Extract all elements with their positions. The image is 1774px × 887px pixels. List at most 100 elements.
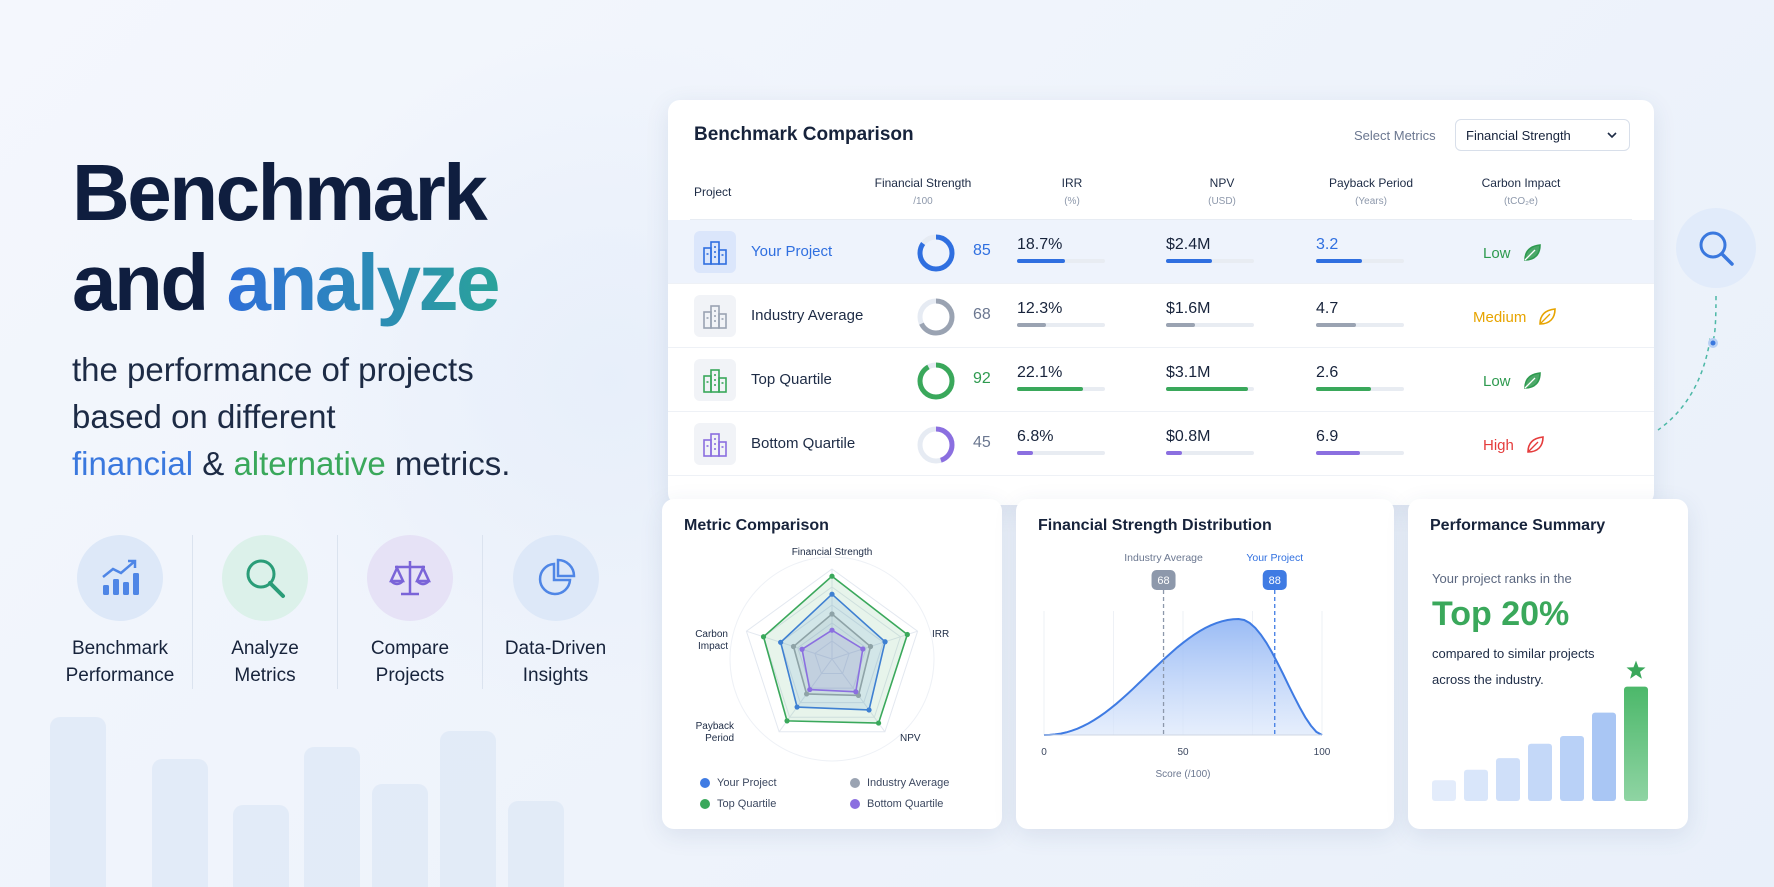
- distribution-curve: [1043, 617, 1323, 736]
- npv-cell: $2.4M: [1166, 236, 1256, 263]
- radar-axis: [746, 630, 833, 660]
- feature-list: Benchmark Performance Analyze Metrics Comp…: [48, 535, 628, 689]
- summary-bar: [1592, 712, 1616, 801]
- x-tick-label: 50: [1177, 747, 1189, 758]
- table-row[interactable]: Top Quartile 92 22.1% $3.1M 2.6 Low: [668, 348, 1654, 412]
- radar-point: [882, 639, 888, 645]
- summary-detail: compared to similar projects across the i…: [1432, 646, 1595, 687]
- score-donut: [917, 234, 955, 272]
- x-tick-label: 0: [1041, 747, 1047, 758]
- npv-cell: $3.1M: [1166, 364, 1256, 391]
- table-row[interactable]: Bottom Quartile 45 6.8% $0.8M 6.9 High: [668, 412, 1654, 476]
- score-value: 45: [973, 434, 991, 451]
- legend-item: Industry Average: [850, 777, 949, 789]
- hero: Benchmark and analyze the performance of…: [72, 148, 632, 487]
- feature-insights: Data-Driven Insights: [483, 535, 628, 689]
- payback-cell: 4.7: [1316, 300, 1406, 327]
- radar-series: [779, 593, 886, 711]
- radar-grid-ring: [762, 586, 902, 718]
- carbon-cell: Low: [1483, 242, 1543, 264]
- npv-bar: [1166, 259, 1212, 263]
- radar-point: [807, 686, 813, 693]
- select-metrics-label: Select Metrics: [1354, 128, 1436, 143]
- summary-bar: [1464, 769, 1488, 801]
- summary-bar-chart: [1432, 660, 1648, 801]
- card-title: Financial Strength Distribution: [1038, 517, 1272, 534]
- npv-bar: [1166, 323, 1196, 327]
- hero-title-accent: analyze: [226, 238, 500, 327]
- radar-point: [829, 627, 835, 633]
- hero-title-line2: and analyze: [72, 238, 501, 327]
- radar-axis-label: Financial Strength: [792, 547, 873, 558]
- summary-bar: [1432, 780, 1456, 801]
- radar-point: [784, 718, 790, 724]
- summary-bar: [1528, 743, 1552, 801]
- your-project-marker-label: Your Project: [1246, 552, 1303, 564]
- table-row[interactable]: Industry Average 68 12.3% $1.6M 4.7 Medium: [668, 284, 1654, 348]
- score-donut: [917, 426, 955, 464]
- radar-grid-ring: [780, 604, 884, 704]
- irr-bar: [1017, 323, 1047, 327]
- your-project-marker-badge: [1262, 570, 1287, 590]
- radar-point: [904, 631, 910, 638]
- radar-point: [829, 611, 835, 617]
- score-arc: [917, 362, 955, 400]
- leaf-icon: [1523, 244, 1541, 261]
- npv-cell: $1.6M: [1166, 300, 1256, 327]
- radar-axis-label: NPV: [900, 733, 921, 744]
- feature-compare: Compare Projects: [338, 535, 483, 689]
- irr-bar: [1017, 387, 1083, 391]
- radar-point: [860, 646, 866, 652]
- radar-axis-label: IRR: [932, 629, 949, 640]
- score-donut: [917, 362, 955, 400]
- irr-bar: [1017, 451, 1033, 455]
- select-metrics-dropdown[interactable]: Financial Strength: [1455, 119, 1630, 151]
- radar-point: [804, 691, 810, 697]
- payback-cell: 2.6: [1316, 364, 1406, 391]
- legend-item: Bottom Quartile: [850, 798, 943, 810]
- radar-point: [829, 573, 835, 579]
- legend-item: Top Quartile: [700, 798, 776, 810]
- column-header-npv: NPV (USD): [1208, 176, 1236, 207]
- payback-cell: 6.9: [1316, 428, 1406, 455]
- feature-analyze: Analyze Metrics: [193, 535, 338, 689]
- radar-outer-circle: [729, 556, 935, 762]
- npv-bar: [1166, 451, 1182, 455]
- score-value: 92: [973, 370, 991, 387]
- performance-summary-card: Performance Summary Your project ranks i…: [1408, 499, 1688, 829]
- carbon-cell: High: [1483, 434, 1546, 456]
- hero-subtitle: the performance of projects based on dif…: [72, 351, 511, 482]
- radar-series: [801, 629, 864, 693]
- project-name: Your Project: [751, 243, 833, 260]
- radar-axis-label: Payback Period: [696, 721, 735, 744]
- irr-cell: 22.1%: [1017, 364, 1107, 391]
- table-row[interactable]: Your Project 85 18.7% $2.4M 3.2 Low: [668, 220, 1654, 284]
- radar-point: [799, 646, 805, 652]
- summary-bar: [1496, 758, 1520, 801]
- irr-cell: 6.8%: [1017, 428, 1107, 455]
- project-name: Top Quartile: [751, 371, 832, 388]
- leaf-icon: [1527, 436, 1544, 453]
- radar-point: [794, 704, 800, 710]
- industry-average-marker-value: 68: [1157, 575, 1169, 587]
- column-header-financial-strength: Financial Strength/100: [874, 176, 972, 207]
- chart-growth-icon: [77, 535, 163, 621]
- radar-series: [762, 575, 909, 724]
- irr-bar: [1017, 259, 1066, 263]
- chevron-down-icon: [1607, 132, 1617, 139]
- summary-bar: [1624, 686, 1648, 801]
- benchmark-comparison-card: Benchmark Comparison Select Metrics Fina…: [668, 100, 1654, 505]
- hero-title-line1: Benchmark: [72, 148, 488, 237]
- radar-axis: [831, 630, 918, 660]
- industry-average-marker-label: Industry Average: [1124, 552, 1203, 564]
- your-project-marker-value: 88: [1269, 575, 1281, 587]
- radar-grid-ring: [745, 568, 919, 733]
- payback-bar: [1316, 323, 1356, 327]
- irr-cell: 18.7%: [1017, 236, 1107, 263]
- radar-point: [875, 720, 882, 726]
- leaf-icon: [1523, 372, 1541, 389]
- card-title: Metric Comparison: [684, 517, 829, 534]
- radar-point: [855, 692, 862, 699]
- column-header-carbon: Carbon Impact (tCO₂e): [1481, 176, 1561, 207]
- legend-item: Your Project: [700, 777, 777, 789]
